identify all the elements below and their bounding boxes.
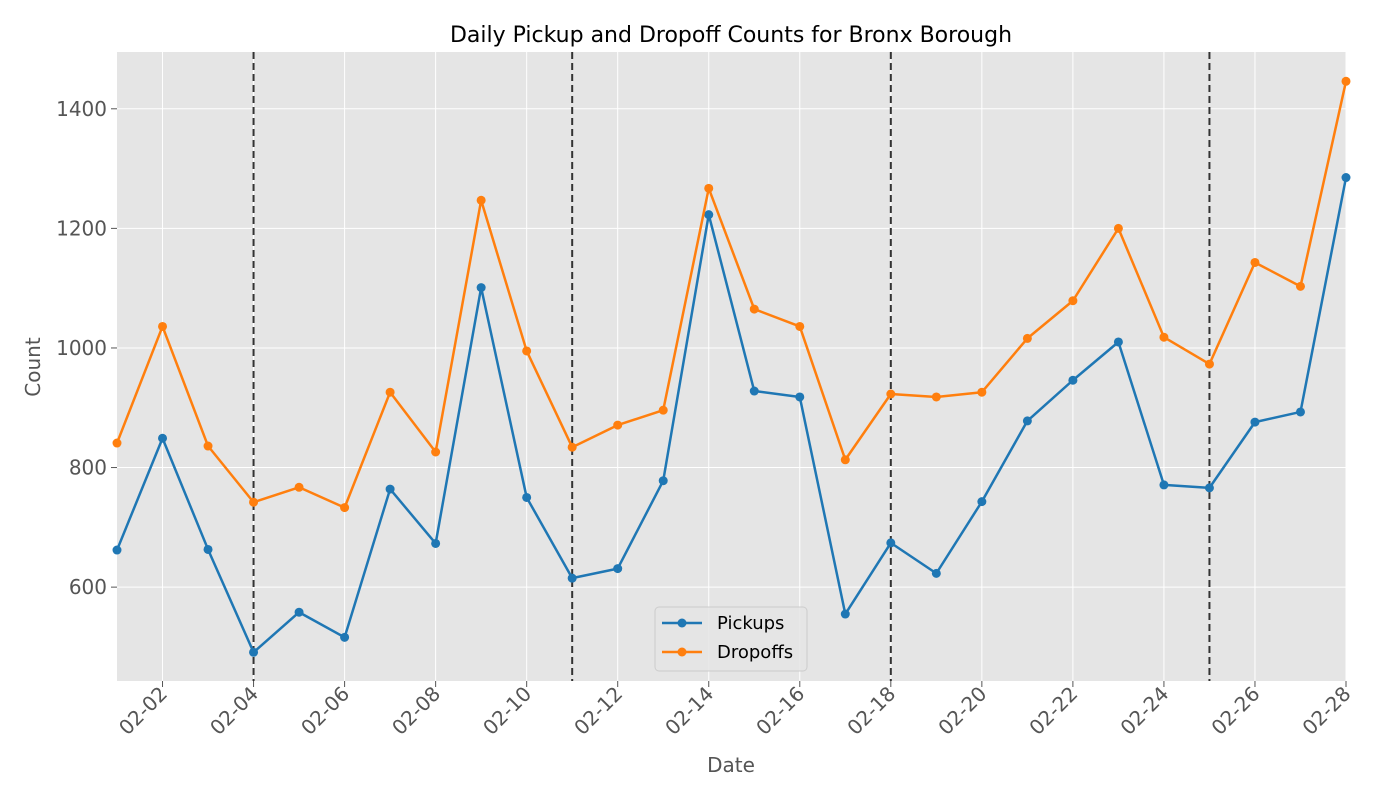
legend: Pickups Dropoffs (654, 606, 808, 672)
data-point-pickups (385, 484, 395, 494)
data-point-dropoffs (795, 321, 805, 331)
data-point-dropoffs (1341, 76, 1351, 86)
data-point-pickups (1250, 417, 1260, 427)
legend-marker-pickups (677, 618, 687, 628)
x-tick-label: 02-04 (205, 682, 263, 740)
data-point-dropoffs (476, 195, 486, 205)
data-point-dropoffs (203, 441, 213, 451)
x-tick-label: 02-06 (296, 682, 354, 740)
data-point-pickups (1341, 173, 1351, 183)
legend-item-pickups: Pickups (662, 613, 784, 634)
x-tick-label: 02-08 (387, 682, 445, 740)
data-point-pickups (249, 647, 259, 657)
data-point-pickups (749, 386, 759, 396)
x-tick-label: 02-10 (478, 682, 536, 740)
data-point-pickups (1022, 416, 1032, 426)
series-line-pickups (115, 177, 1348, 654)
data-point-dropoffs (1068, 296, 1078, 306)
y-axis-label: Count (21, 337, 45, 397)
data-point-dropoffs (294, 482, 304, 492)
data-point-pickups (158, 433, 168, 443)
data-point-dropoffs (567, 442, 577, 452)
data-point-pickups (1159, 480, 1169, 490)
data-point-dropoffs (840, 455, 850, 465)
legend-marker-dropoffs (677, 647, 687, 657)
x-tick-label: 02-18 (842, 682, 900, 740)
data-point-dropoffs (249, 497, 259, 507)
x-tick-label: 02-14 (660, 682, 718, 740)
data-point-dropoffs (522, 346, 532, 356)
legend-label-pickups: Pickups (717, 613, 784, 634)
data-point-dropoffs (749, 304, 759, 314)
series-pickups (112, 173, 1351, 657)
data-point-dropoffs (886, 389, 896, 399)
data-point-dropoffs (1022, 333, 1032, 343)
data-point-pickups (567, 573, 577, 583)
series-dropoffs (112, 76, 1351, 513)
data-point-dropoffs (431, 447, 441, 457)
y-axis-ticks: 600 800 1000 1200 1400 (56, 97, 117, 599)
x-tick-label: 02-12 (569, 682, 627, 740)
x-tick-label: 02-16 (751, 682, 809, 740)
data-point-pickups (840, 609, 850, 619)
y-tick-label: 1200 (56, 216, 107, 240)
y-tick-label: 1000 (56, 336, 107, 360)
y-tick-label: 800 (69, 456, 107, 480)
data-point-dropoffs (158, 321, 168, 331)
data-point-dropoffs (385, 387, 395, 397)
data-point-dropoffs (931, 392, 941, 402)
x-tick-label: 02-20 (933, 682, 991, 740)
data-point-dropoffs (1295, 281, 1305, 291)
x-tick-label: 02-28 (1297, 682, 1355, 740)
x-tick-label: 02-02 (114, 682, 172, 740)
plot-area (117, 52, 1346, 681)
data-point-pickups (476, 283, 486, 293)
data-point-pickups (658, 476, 668, 486)
y-tick-label: 600 (69, 575, 107, 599)
x-axis-label: Date (707, 753, 755, 777)
data-point-pickups (977, 497, 987, 507)
data-point-pickups (886, 538, 896, 548)
series (112, 76, 1351, 657)
data-point-pickups (340, 632, 350, 642)
data-point-dropoffs (112, 438, 122, 448)
data-point-pickups (704, 210, 714, 220)
chart-title: Daily Pickup and Dropoff Counts for Bron… (450, 23, 1012, 48)
series-line-dropoffs (115, 81, 1348, 509)
data-point-dropoffs (658, 405, 668, 415)
x-axis-ticks: 02-02 02-04 02-06 02-08 02-10 02-12 02-14 02-16… (114, 681, 1356, 740)
legend-item-dropoffs: Dropoffs (662, 642, 793, 663)
data-point-dropoffs (1113, 223, 1123, 233)
data-point-dropoffs (1159, 332, 1169, 342)
data-point-pickups (294, 607, 304, 617)
data-point-dropoffs (613, 420, 623, 430)
data-point-pickups (1295, 407, 1305, 417)
data-point-pickups (1113, 337, 1123, 347)
data-point-dropoffs (704, 183, 714, 193)
data-point-pickups (203, 544, 213, 554)
x-tick-label: 02-24 (1115, 682, 1173, 740)
data-point-dropoffs (1204, 359, 1214, 369)
data-point-dropoffs (340, 503, 350, 513)
data-point-pickups (1068, 375, 1078, 385)
data-point-pickups (112, 545, 122, 555)
x-tick-label: 02-26 (1206, 682, 1264, 740)
data-point-pickups (795, 392, 805, 402)
data-point-pickups (522, 492, 532, 502)
x-tick-label: 02-22 (1024, 682, 1082, 740)
legend-label-dropoffs: Dropoffs (717, 642, 793, 663)
data-point-pickups (431, 538, 441, 548)
data-point-pickups (613, 564, 623, 574)
y-tick-label: 1400 (56, 97, 107, 121)
data-point-pickups (931, 568, 941, 578)
data-point-pickups (1204, 483, 1214, 493)
data-point-dropoffs (977, 387, 987, 397)
data-point-dropoffs (1250, 257, 1260, 267)
